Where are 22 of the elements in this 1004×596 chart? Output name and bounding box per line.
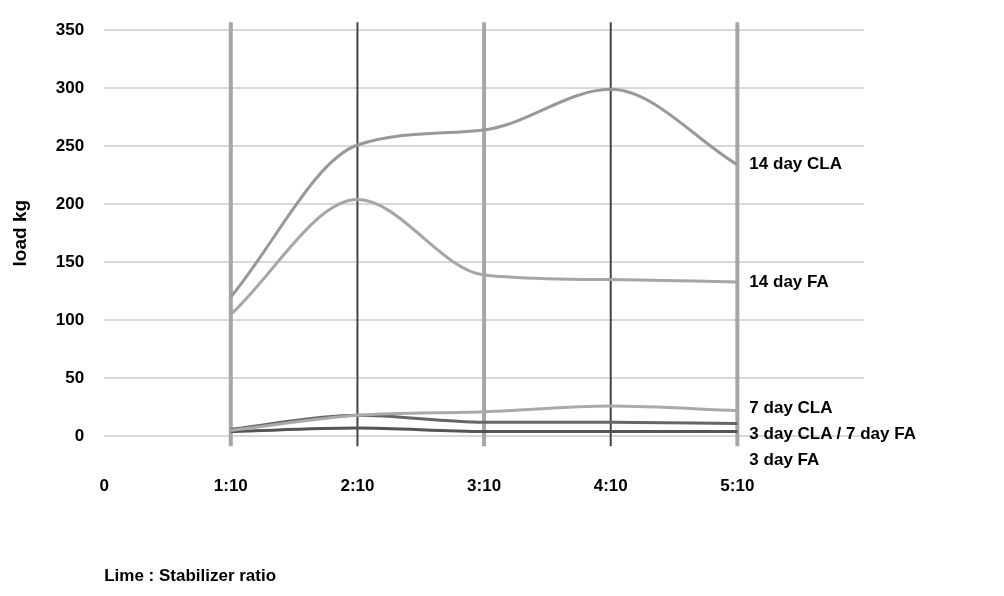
x-tick-label: 1:10 [213, 476, 248, 496]
x-axis-title: Lime : Stabilizer ratio [104, 566, 277, 586]
y-tick-label: 200 [55, 193, 85, 213]
y-tick-label: 350 [55, 19, 85, 39]
x-tick-label: 2:10 [340, 476, 375, 496]
y-tick-label: 50 [65, 367, 85, 387]
y-tick-label: 250 [55, 135, 85, 155]
series-label: 3 day CLA / 7 day FA [749, 423, 916, 443]
x-tick-label: 0 [99, 476, 109, 496]
series-label: 7 day CLA [749, 397, 833, 417]
series-label: 3 day FA [749, 449, 820, 469]
y-tick-label: 0 [74, 425, 85, 445]
series-label: 14 day CLA [749, 154, 842, 174]
series-label: 14 day FA [749, 271, 829, 291]
y-axis-title: load kg [8, 199, 30, 267]
y-tick-label: 150 [55, 251, 85, 271]
y-tick-label: 300 [55, 77, 85, 97]
x-tick-label: 5:10 [720, 476, 755, 496]
y-tick-label: 100 [55, 309, 85, 329]
line-series [229, 87, 739, 299]
x-tick-label: 3:10 [467, 476, 502, 496]
x-tick-label: 4:10 [593, 476, 628, 496]
